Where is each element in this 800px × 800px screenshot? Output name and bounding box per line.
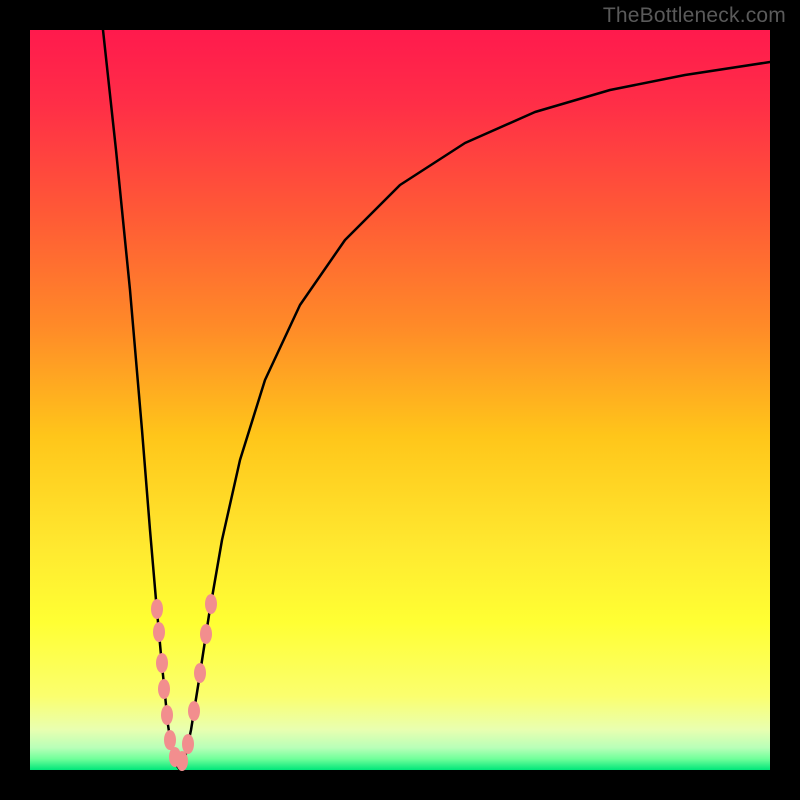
data-marker [176, 751, 188, 771]
data-marker [151, 599, 163, 619]
data-marker [194, 663, 206, 683]
plot-area [30, 30, 770, 770]
data-marker [158, 679, 170, 699]
data-marker [153, 622, 165, 642]
data-marker [161, 705, 173, 725]
data-marker [200, 624, 212, 644]
bottleneck-chart [0, 0, 800, 800]
data-marker [156, 653, 168, 673]
data-marker [188, 701, 200, 721]
chart-frame: TheBottleneck.com [0, 0, 800, 800]
data-marker [182, 734, 194, 754]
data-marker [164, 730, 176, 750]
data-marker [205, 594, 217, 614]
watermark-text: TheBottleneck.com [603, 4, 786, 28]
